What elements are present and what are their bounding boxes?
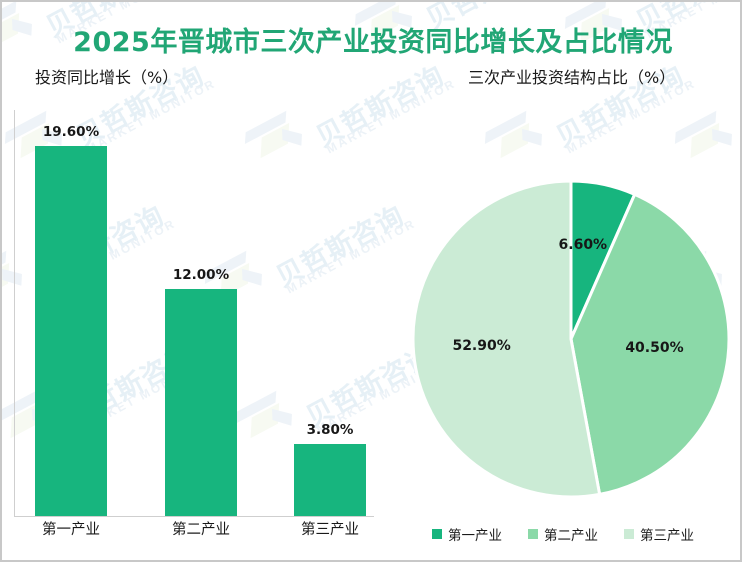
legend-item-third-industry[interactable]: 第三产业 — [624, 524, 694, 544]
pie-chart-svg — [411, 179, 731, 499]
bar-value-label: 12.00% — [172, 267, 230, 283]
pie-chart: 6.60% 40.50% 52.90% 第一产业 第二产业 第三产业 — [384, 94, 740, 560]
legend-label: 第二产业 — [544, 528, 598, 544]
legend-swatch-icon — [624, 529, 634, 539]
bar-first-industry[interactable] — [35, 146, 107, 516]
bar-chart-y-axis — [14, 110, 15, 516]
chart-main-title: 2025年晋城市三次产业投资同比增长及占比情况 — [73, 27, 673, 58]
pie-slice-label: 40.50% — [625, 340, 684, 357]
bar-chart: 19.60% 12.00% 3.80% 第一产业 第二产业 第三产业 — [2, 94, 382, 560]
bar-value-label: 3.80% — [306, 422, 354, 438]
pie-chart-subtitle: 三次产业投资结构占比（%） — [468, 68, 676, 87]
bar-chart-subtitle: 投资同比增长（%） — [35, 68, 179, 87]
pie-slice-label: 52.90% — [452, 337, 511, 354]
bar-value-label: 19.60% — [42, 124, 100, 140]
bar-chart-x-axis — [14, 516, 374, 517]
pie-slice-label: 6.60% — [558, 237, 608, 254]
legend-item-first-industry[interactable]: 第一产业 — [432, 524, 502, 544]
bar-category-label: 第一产业 — [42, 522, 100, 538]
bar-third-industry[interactable] — [294, 444, 366, 516]
bar-category-label: 第三产业 — [301, 522, 359, 538]
bar-second-industry[interactable] — [165, 289, 237, 516]
bar-category-label: 第二产业 — [172, 522, 230, 538]
legend-item-second-industry[interactable]: 第二产业 — [528, 524, 598, 544]
legend-label: 第一产业 — [448, 528, 502, 544]
pie-chart-legend: 第一产业 第二产业 第三产业 — [384, 524, 740, 544]
legend-swatch-icon — [432, 529, 442, 539]
legend-swatch-icon — [528, 529, 538, 539]
legend-label: 第三产业 — [640, 528, 694, 544]
